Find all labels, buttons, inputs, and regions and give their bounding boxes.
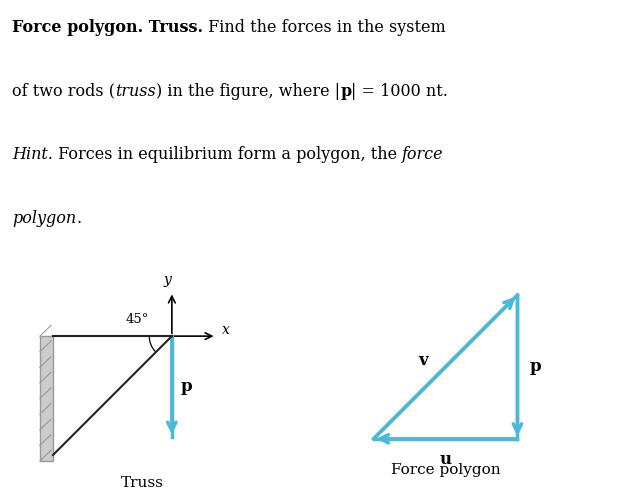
- Text: Force polygon: Force polygon: [391, 463, 500, 477]
- Text: 45°: 45°: [126, 313, 149, 326]
- Text: ) in the figure, where |: ) in the figure, where |: [156, 83, 340, 99]
- Text: force: force: [402, 146, 444, 163]
- Text: Hint.: Hint.: [12, 146, 53, 163]
- Bar: [40, 336, 53, 461]
- Text: Find the forces in the system: Find the forces in the system: [204, 19, 446, 36]
- Text: Force polygon. Truss.: Force polygon. Truss.: [12, 19, 204, 36]
- Text: v: v: [418, 352, 428, 369]
- Text: p: p: [340, 83, 351, 99]
- Text: .: .: [77, 210, 81, 227]
- Text: p: p: [181, 378, 193, 395]
- Text: of two rods (: of two rods (: [12, 83, 115, 99]
- Text: polygon: polygon: [12, 210, 77, 227]
- Text: Forces in equilibrium form a polygon, the: Forces in equilibrium form a polygon, th…: [53, 146, 402, 163]
- Text: x: x: [222, 323, 230, 337]
- Text: p: p: [529, 358, 541, 375]
- Text: y: y: [163, 273, 171, 287]
- Text: | = 1000 nt.: | = 1000 nt.: [351, 83, 448, 99]
- Text: u: u: [439, 451, 452, 468]
- Text: truss: truss: [115, 83, 156, 99]
- Text: Truss: Truss: [121, 476, 164, 490]
